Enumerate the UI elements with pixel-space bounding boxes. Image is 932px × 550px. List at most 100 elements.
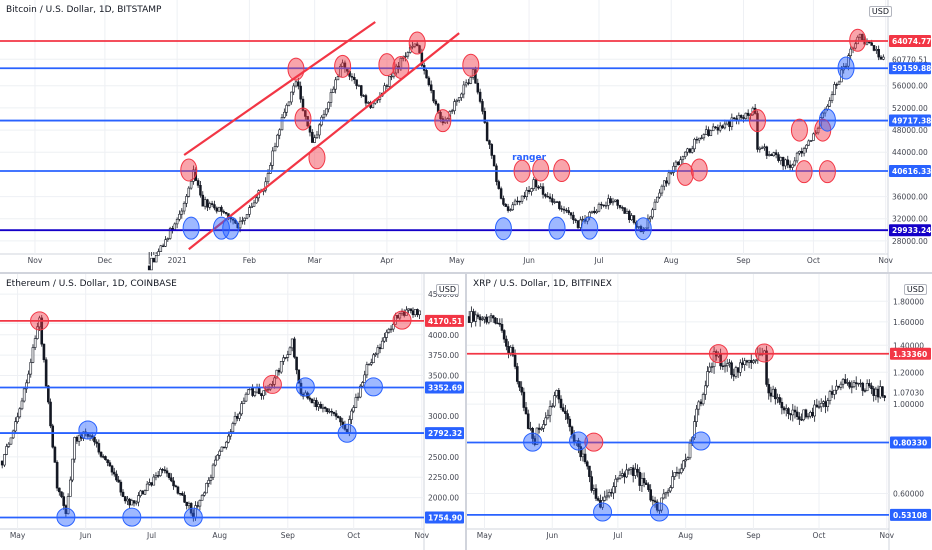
candle-body — [383, 337, 386, 342]
candle-body — [618, 475, 622, 479]
xrp-chart-canvas[interactable]: May Jun Jul Aug Sep Oct Nov 1.80000 1.60000 1.400… — [467, 274, 932, 550]
bitcoin-chart-canvas[interactable]: Nov Dec 2021 Feb Mar Apr May Jun Jul Aug Sep Oct Nov… — [0, 0, 932, 272]
touch-ellipse-blue — [691, 431, 711, 451]
candle-body — [646, 218, 650, 229]
candle-body — [730, 117, 734, 127]
touch-ellipse-red — [795, 160, 813, 184]
candle-body — [741, 362, 744, 365]
candle-body — [282, 357, 285, 362]
candle-body — [241, 220, 244, 222]
candle-body — [490, 144, 494, 156]
candle-body — [828, 391, 832, 401]
candle-body — [329, 92, 333, 103]
candle-body — [66, 496, 70, 514]
candle-body — [567, 210, 570, 213]
x-tick-label: Aug — [664, 256, 679, 265]
candle-body — [688, 442, 692, 459]
candle-body — [250, 206, 253, 208]
candle-body — [872, 45, 876, 51]
candle-body — [693, 421, 696, 439]
ethereum-chart-canvas[interactable]: MayJunJulAugSepOctNov4500.004141.814000.… — [0, 274, 465, 550]
panel-divider-horizontal[interactable] — [0, 272, 932, 274]
candle-body — [791, 164, 794, 168]
candle-body — [161, 469, 164, 471]
candle-body — [157, 251, 160, 256]
chart-ethereum[interactable]: MayJunJulAugSepOctNov4500.004141.814000.… — [0, 274, 465, 550]
candle-body — [651, 499, 655, 502]
touch-ellipse-red — [462, 53, 480, 77]
candle-body — [883, 395, 886, 398]
candle-body — [564, 410, 567, 414]
candle-body — [336, 76, 340, 81]
candle-body — [763, 146, 766, 149]
panel-divider-vertical[interactable] — [465, 274, 467, 550]
candle-body — [843, 379, 847, 384]
candle-body — [804, 409, 808, 418]
candle-body — [183, 494, 186, 503]
candle-body — [787, 408, 790, 414]
candle-body — [513, 200, 517, 206]
candle-body — [537, 186, 540, 189]
candle-body — [406, 52, 410, 57]
candle-body — [551, 198, 554, 203]
currency-badge[interactable]: USD — [903, 284, 927, 295]
candle-body — [36, 326, 39, 339]
candle-body — [833, 84, 836, 96]
chart-xrp[interactable]: May Jun Jul Aug Sep Oct Nov 1.80000 1.60000 1.400… — [467, 274, 932, 550]
level-badge-label: 49717.38 — [892, 117, 931, 126]
candle-body — [813, 404, 816, 417]
candle-body — [14, 421, 17, 432]
candle-body — [285, 104, 288, 113]
currency-badge[interactable]: USD — [868, 6, 892, 17]
candle-body — [474, 69, 477, 84]
candle-body — [353, 77, 356, 81]
candle-body — [509, 209, 512, 211]
candle-body — [362, 95, 365, 97]
touch-ellipse-red — [790, 118, 808, 142]
candle-body — [565, 209, 568, 212]
candle-body — [415, 43, 419, 46]
touch-ellipse-red — [690, 158, 708, 182]
candle-body — [513, 354, 517, 367]
candle-body — [47, 385, 50, 403]
candle-body — [434, 100, 438, 105]
chart-bitcoin[interactable]: Nov Dec 2021 Feb Mar Apr May Jun Jul Aug Sep Oct Nov… — [0, 0, 932, 272]
chart-title: Bitcoin / U.S. Dollar, 1D, BITSTAMP — [6, 5, 162, 15]
level-badge — [889, 224, 931, 237]
candle-body — [848, 382, 851, 388]
candle-body — [170, 477, 173, 482]
candle-body — [220, 206, 223, 212]
candle-body — [238, 220, 242, 229]
candle-body — [389, 328, 393, 331]
candle-body — [112, 471, 116, 475]
candle-body — [784, 159, 787, 167]
candle-body — [865, 383, 869, 392]
candle-body — [222, 446, 226, 449]
candle-body — [518, 381, 521, 388]
candle-body — [701, 394, 705, 405]
candle-body — [548, 406, 552, 416]
candle-body — [616, 477, 620, 480]
currency-badge[interactable]: USD — [435, 284, 459, 295]
candle-body — [586, 216, 589, 222]
candle-body — [671, 476, 674, 488]
candle-body — [478, 316, 482, 321]
y-tick-label: 2000.00 — [428, 494, 459, 503]
level-badge-label: 59159.88 — [892, 64, 931, 73]
candle-body — [363, 374, 366, 383]
candle-body — [859, 382, 862, 385]
candle-body — [304, 110, 307, 117]
candle-body — [134, 501, 138, 504]
candle-body — [821, 112, 824, 118]
candle-body — [266, 173, 270, 183]
candle-body — [502, 198, 505, 205]
candle-body — [752, 360, 755, 363]
y-tick-label: 3000.00 — [428, 412, 459, 421]
candle-body — [332, 411, 336, 414]
candle-body — [123, 496, 127, 502]
x-tick-label: Aug — [212, 531, 227, 540]
candle-body — [737, 115, 741, 121]
candle-body — [411, 310, 415, 316]
candle-body — [700, 137, 703, 139]
chart-title: Ethereum / U.S. Dollar, 1D, COINBASE — [6, 279, 177, 289]
